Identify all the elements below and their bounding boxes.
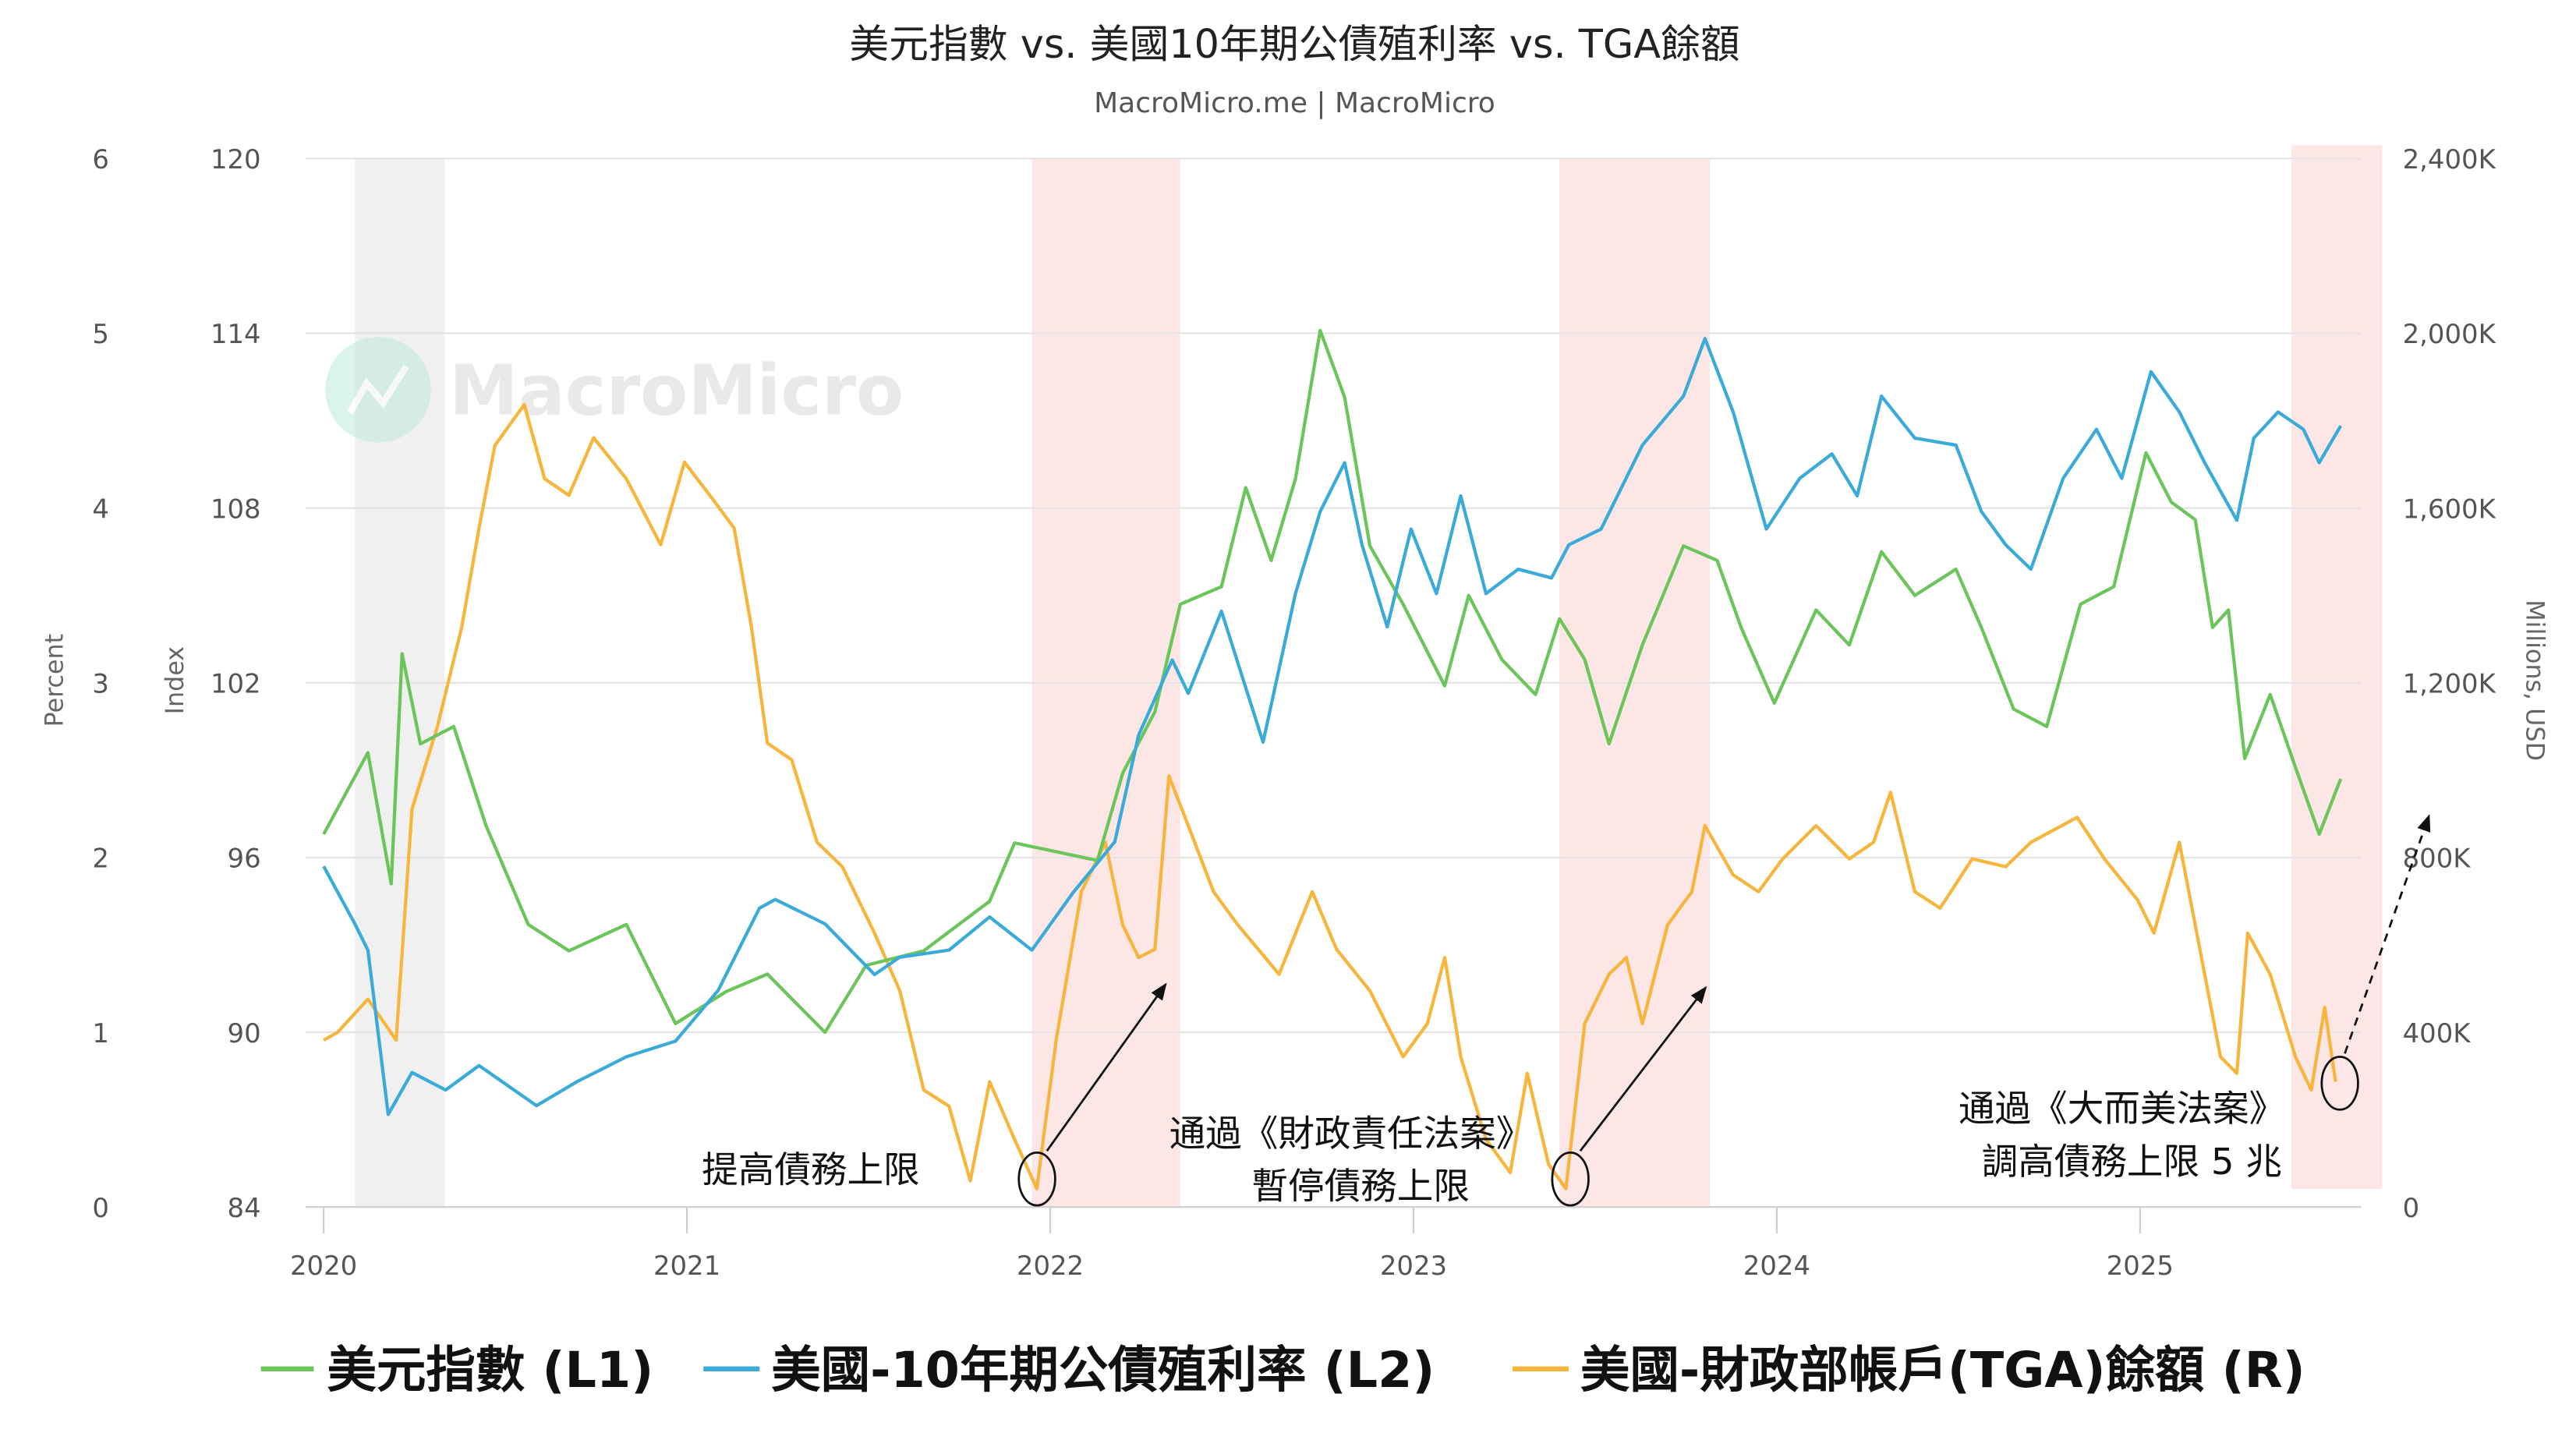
tick-label-right: 400K [2403, 1018, 2472, 1049]
series-lines [322, 328, 2343, 1191]
tick-label-right: 1,600K [2403, 494, 2496, 524]
legend-label: 美元指數 (L1) [327, 1341, 653, 1399]
series-line-0 [322, 328, 2343, 1035]
annotation-text: 通過《財政責任法案》 [1169, 1113, 1533, 1155]
annotation-arrow-2022 [1046, 982, 1167, 1152]
tick-label-x: 2023 [1380, 1251, 1447, 1281]
tick-label-x: 2024 [1743, 1251, 1810, 1281]
annotation-arrow-2025 [2344, 814, 2431, 1054]
watermark-logo-icon [325, 337, 431, 443]
tick-label-index: 96 [228, 844, 261, 874]
tick-label-percent: 0 [92, 1193, 109, 1223]
series-line-2 [323, 402, 2337, 1191]
tick-label-index: 114 [211, 319, 261, 349]
annotation-text: 通過《大而美法案》 [1959, 1088, 2285, 1130]
tick-label-x: 2022 [1017, 1251, 1084, 1281]
tick-label-right: 1,200K [2403, 669, 2496, 699]
gridlines [305, 157, 2362, 1208]
axis-label-right: Millions, USD [2520, 600, 2548, 761]
tick-label-index: 84 [228, 1193, 261, 1223]
annotation-text: 暫停債務上限 [1251, 1166, 1469, 1208]
annotation-circle-2025 [2320, 1056, 2359, 1111]
annotation-circle-2022 [1017, 1151, 1056, 1207]
annotation-text: 調高債務上限 5 兆 [1982, 1141, 2282, 1183]
tick-label-right: 800K [2403, 844, 2472, 874]
tick-label-percent: 3 [92, 669, 109, 699]
tick-label-percent: 2 [92, 844, 109, 874]
tick-label-index: 120 [211, 144, 261, 175]
axis-ticks: 0 84 0 1 90 400K 2 96 800K 3 102 1,200K 4 108 1,600K 5 1… [92, 144, 2496, 1281]
axis-label-percent: Percent [41, 634, 69, 727]
legend-item-yield[interactable]: 美國-10年期公債殖利率 (L2) [703, 1341, 1435, 1399]
tick-label-right: 0 [2403, 1193, 2420, 1223]
legend-label: 美國-財政部帳戶(TGA)餘額 (R) [1580, 1341, 2305, 1399]
watermark-logo-line [347, 364, 409, 415]
shaded-period [2291, 145, 2383, 1189]
annotations [1017, 814, 2431, 1207]
annotation-text: 提高債務上限 [702, 1148, 919, 1191]
tick-label-x: 2025 [2107, 1251, 2174, 1281]
tick-label-index: 102 [211, 669, 261, 699]
legend-label: 美國-10年期公債殖利率 (L2) [771, 1341, 1435, 1399]
watermark: MacroMicro [325, 337, 904, 443]
chart-title: 美元指數 vs. 美國10年期公債殖利率 vs. TGA餘額 [849, 21, 1739, 67]
tick-label-percent: 5 [92, 319, 109, 349]
tick-label-percent: 6 [92, 144, 109, 175]
chart-subtitle: MacroMicro.me | MacroMicro [1094, 87, 1495, 119]
tick-label-x: 2021 [653, 1251, 720, 1281]
tick-label-percent: 1 [92, 1018, 109, 1049]
annotation-arrow-2023 [1579, 985, 1707, 1152]
axis-label-index: Index [161, 646, 189, 714]
legend: 美元指數 (L1) 美國-10年期公債殖利率 (L2) 美國-財政部帳戶(TGA… [260, 1341, 2305, 1399]
legend-item-dxy[interactable]: 美元指數 (L1) [260, 1341, 654, 1399]
tick-label-percent: 4 [92, 494, 109, 524]
tick-label-index: 108 [211, 494, 261, 524]
tick-label-right: 2,400K [2403, 144, 2496, 175]
annotation-circle-2023 [1551, 1151, 1590, 1207]
tick-label-x: 2020 [290, 1251, 357, 1281]
legend-item-tga[interactable]: 美國-財政部帳戶(TGA)餘額 (R) [1513, 1341, 2305, 1399]
watermark-text: MacroMicro [449, 350, 904, 431]
tick-label-right: 2,000K [2403, 319, 2496, 349]
series-line-1 [322, 337, 2343, 1116]
tick-label-index: 90 [228, 1018, 261, 1049]
